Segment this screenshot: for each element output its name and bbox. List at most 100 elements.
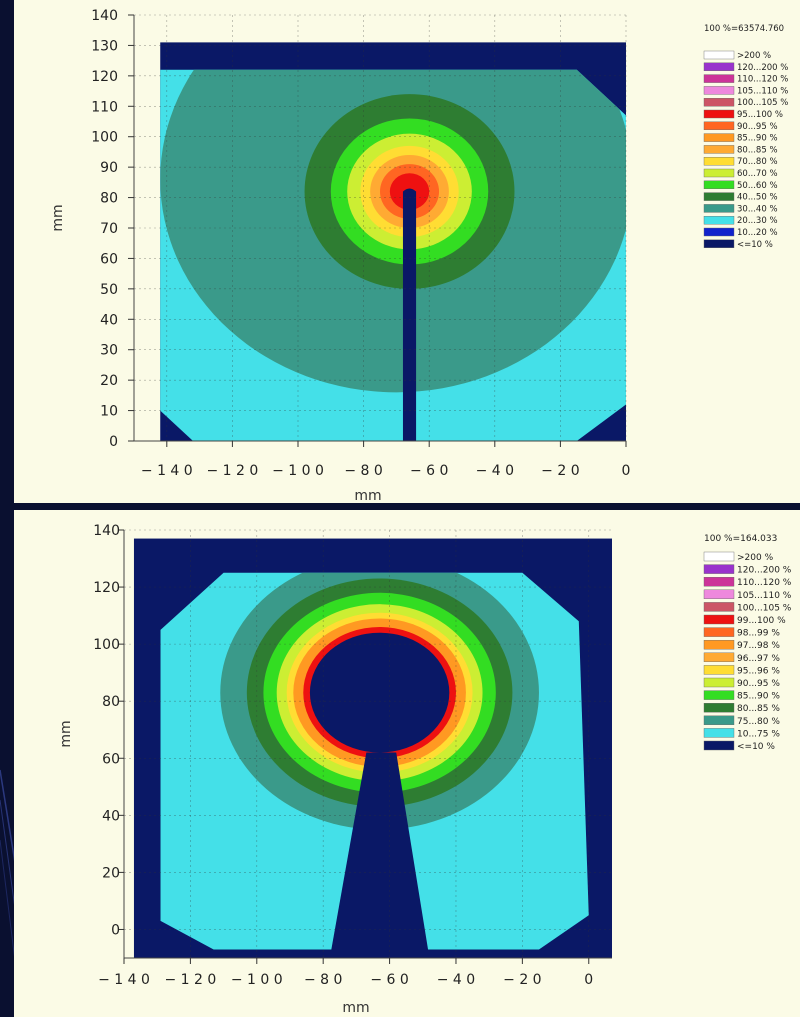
legend-label: 90...95 %	[737, 679, 780, 689]
source-catheter-tip	[402, 188, 417, 192]
y-tick-label: 10	[100, 404, 118, 420]
legend-swatch	[703, 627, 735, 637]
legend-swatch	[703, 702, 735, 713]
legend-swatch	[703, 677, 735, 688]
legend-swatch	[703, 192, 735, 201]
x-tick-label: − 2 0	[541, 463, 579, 479]
x-tick-label: − 4 0	[476, 463, 514, 479]
x-tick-label: − 6 0	[410, 463, 448, 479]
legend-label: 85...90 %	[737, 692, 780, 702]
legend-label: 95...100 %	[737, 110, 783, 120]
x-tick-label: − 1 4 0	[98, 972, 150, 988]
legend-label: 10...20 %	[737, 228, 778, 238]
legend-swatch	[703, 602, 735, 612]
legend-swatch	[703, 227, 735, 237]
legend-swatch	[703, 614, 735, 625]
legend-label: 85...90 %	[737, 134, 778, 144]
y-tick-label: 140	[91, 8, 118, 24]
bottom-heatmap-chart: 0 20 40 60 80 100 120 140 − 1 4 0 − 1 2 0 − 1 0 0 −…	[58, 523, 792, 1016]
legend-swatch	[703, 715, 735, 726]
legend-swatch	[703, 215, 735, 225]
legend-label: 60...70 %	[737, 169, 778, 179]
y-tick-label: 130	[91, 38, 118, 54]
y-tick-label: 60	[100, 251, 118, 267]
dose-bands	[160, 69, 627, 441]
y-tick-label: 90	[100, 160, 118, 176]
legend-swatch	[703, 133, 735, 142]
legend-swatch	[703, 86, 735, 95]
legend-swatch	[703, 239, 735, 249]
legend-label: 105...110 %	[737, 591, 792, 601]
legend-swatch	[703, 74, 735, 83]
legend-swatch	[703, 728, 735, 738]
legend-swatch	[703, 639, 735, 650]
y-tick-label: 0	[109, 434, 118, 450]
x-tick-label: − 8 0	[304, 972, 342, 988]
x-tick-label: 0	[622, 463, 631, 479]
legend-label: 30...40 %	[737, 204, 778, 214]
legend-swatch	[703, 204, 735, 213]
y-tick-label: 60	[102, 751, 120, 767]
legend-label: 99...100 %	[737, 616, 786, 626]
legend-label: 100...105 %	[737, 98, 788, 108]
legend-swatch	[703, 97, 735, 107]
legend-label: 40...50 %	[737, 193, 778, 203]
legend-label: 105...110 %	[737, 86, 788, 96]
y-tick-label: 40	[102, 808, 120, 824]
y-tick-label: 80	[102, 694, 120, 710]
legend-label: >200 %	[737, 553, 774, 563]
legend-swatch	[703, 665, 735, 675]
y-tick-label: 70	[100, 221, 118, 237]
legend-swatch	[703, 564, 735, 574]
legend-label: 110...120 %	[737, 578, 792, 588]
x-axis-label: mm	[354, 488, 381, 503]
legend-label: 50...60 %	[737, 181, 778, 191]
legend-label: <=10 %	[737, 240, 773, 250]
y-tick-label: 50	[100, 282, 118, 298]
y-tick-label: 0	[111, 922, 120, 938]
legend-label: 98...99 %	[737, 629, 780, 639]
legend-swatch	[703, 50, 735, 60]
legend-title: 100 %=63574.760	[704, 24, 784, 34]
y-tick-label: 30	[100, 343, 118, 359]
legend-label: 70...80 %	[737, 157, 778, 167]
legend-label: 100...105 %	[737, 603, 792, 613]
legend-label: 120...200 %	[737, 566, 792, 576]
legend-swatch	[703, 62, 735, 71]
y-tick-label: 100	[93, 637, 120, 653]
legend-label: 80...85 %	[737, 704, 780, 714]
x-tick-label: − 4 0	[437, 972, 475, 988]
y-tick-label: 100	[91, 130, 118, 146]
x-tick-label: − 6 0	[370, 972, 408, 988]
x-tick-label: − 1 0 0	[231, 972, 283, 988]
x-tick-label: − 8 0	[344, 463, 382, 479]
top-heatmap-chart: 0 10 20 30 40 50 60 70 80 90 100 110 120 130 140 − 1 4 …	[50, 8, 788, 503]
legend-label: 110...120 %	[737, 75, 788, 85]
y-tick-label: 20	[102, 865, 120, 881]
legend-swatch	[703, 156, 735, 166]
legend-label: 97...98 %	[737, 641, 780, 651]
bottom-chart-panel: 0 20 40 60 80 100 120 140 − 1 4 0 − 1 2 0 − 1 0 0 −…	[14, 510, 800, 1017]
x-tick-label: 0	[584, 972, 593, 988]
y-axis-label: mm	[58, 720, 74, 747]
legend-swatch	[703, 180, 735, 190]
y-tick-label: 120	[93, 580, 120, 596]
legend-label: 80...85 %	[737, 145, 778, 155]
legend-label: <=10 %	[737, 742, 775, 752]
legend-swatch	[703, 109, 735, 119]
applicator-stem	[329, 752, 430, 950]
y-tick-label: 110	[91, 99, 118, 115]
y-tick-label: 20	[100, 373, 118, 389]
x-tick-label: − 1 2 0	[164, 972, 216, 988]
legend-title: 100 %=164.033	[704, 534, 777, 544]
y-tick-label: 80	[100, 191, 118, 207]
x-axis-label: mm	[342, 1000, 369, 1016]
y-axis-label: mm	[50, 204, 66, 231]
legend-swatch	[703, 576, 735, 587]
legend-swatch	[703, 121, 735, 131]
legend-swatch	[703, 145, 735, 154]
legend-swatch	[703, 551, 735, 562]
legend-label: 75...80 %	[737, 717, 780, 727]
source-catheter	[402, 191, 417, 441]
legend-swatch	[703, 652, 735, 663]
